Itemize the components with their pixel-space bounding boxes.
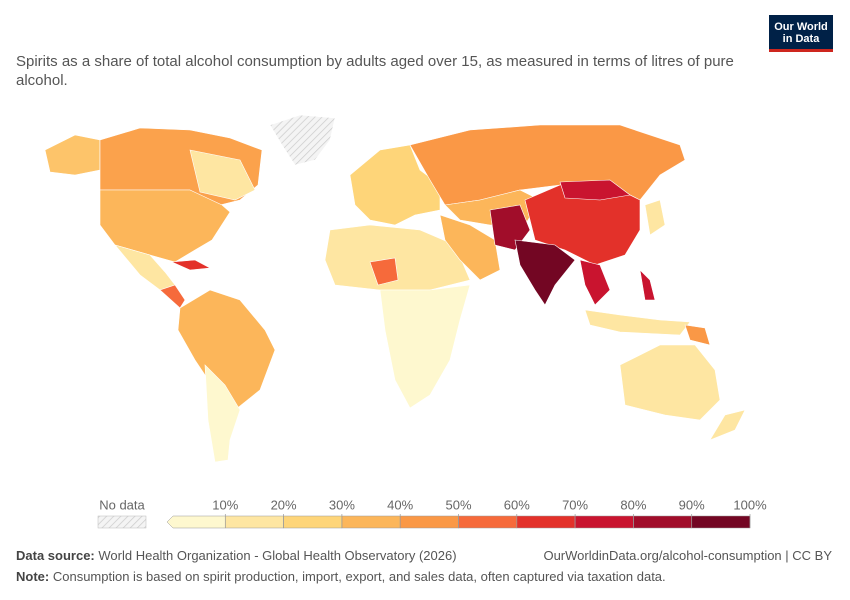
- afghanistan-pakistan: [489, 204, 531, 251]
- note-text: Consumption is based on spirit productio…: [52, 569, 666, 584]
- legend-swatch: [399, 515, 459, 529]
- india: [514, 239, 576, 306]
- source-text: World Health Organization - Global Healt…: [98, 548, 457, 563]
- legend-tick-label: 50%: [445, 497, 471, 512]
- south-america-north: [177, 289, 276, 411]
- legend-swatch: [516, 515, 576, 529]
- legend-swatch: [166, 515, 226, 529]
- legend-swatch: [633, 515, 692, 529]
- legend-tick-label: 20%: [271, 497, 297, 512]
- url[interactable]: OurWorldinData.org/alcohol-consumption |…: [543, 548, 832, 563]
- legend-tick-label: 100%: [733, 497, 767, 512]
- new-zealand: [709, 409, 746, 441]
- legend-swatch: [341, 515, 401, 529]
- greenland: [269, 114, 336, 166]
- africa-south: [379, 284, 471, 409]
- legend-swatch: [225, 515, 284, 529]
- countries: [44, 114, 746, 463]
- note-label: Note:: [16, 569, 50, 584]
- middle-east: [439, 214, 501, 281]
- legend-tick-label: 90%: [679, 497, 705, 512]
- central-america: [159, 284, 186, 309]
- source: Data source: World Health Organization -…: [16, 548, 457, 563]
- legend-tick-label: 60%: [504, 497, 530, 512]
- philippines: [639, 269, 656, 301]
- legend-swatch: [458, 515, 518, 529]
- legend-swatch: [283, 515, 343, 529]
- africa-north: [324, 224, 471, 291]
- source-label: Data source:: [16, 548, 95, 563]
- caribbean: [171, 259, 212, 271]
- usa: [99, 189, 231, 263]
- logo-line: in Data: [782, 33, 820, 45]
- legend-no-data-swatch: [97, 515, 147, 529]
- legend-tick-label: 10%: [212, 497, 238, 512]
- legend-no-data-label: No data: [99, 497, 145, 512]
- legend-tick-label: 30%: [329, 497, 355, 512]
- japan: [644, 199, 666, 236]
- legend-tick-label: 40%: [387, 497, 413, 512]
- southeast-asia: [579, 259, 611, 306]
- subtitle: Spirits as a share of total alcohol cons…: [16, 53, 734, 89]
- legend-tick-label: 80%: [620, 497, 646, 512]
- canada-east: [189, 149, 256, 201]
- legend-tick-label: 70%: [562, 497, 588, 512]
- legend-swatch: [574, 515, 634, 529]
- mongolia: [559, 179, 631, 201]
- legend-swatch: [691, 515, 751, 529]
- indonesia: [584, 309, 691, 336]
- png: [684, 324, 711, 346]
- niger: [369, 257, 399, 286]
- logo[interactable]: Our World in Data: [769, 15, 833, 52]
- legend: No data 10% 20% 30% 40% 50% 60% 70% 80% 90% 100%: [97, 497, 767, 529]
- europe: [349, 144, 441, 226]
- logo-line: Our World: [774, 21, 828, 33]
- alaska: [44, 134, 101, 176]
- note: Note: Consumption is based on spirit pro…: [16, 569, 666, 584]
- south-america-south: [204, 364, 241, 463]
- australia: [619, 344, 721, 421]
